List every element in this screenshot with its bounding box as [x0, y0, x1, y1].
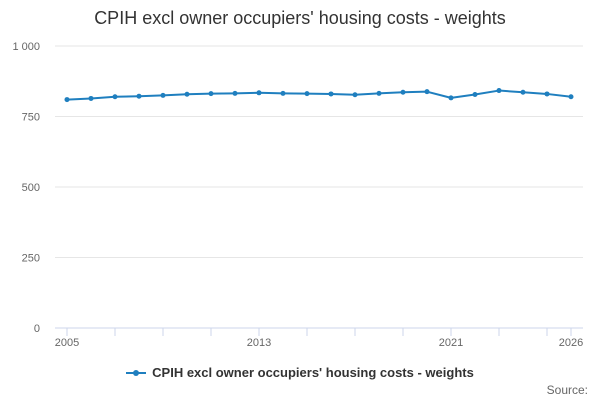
data-point: [208, 91, 214, 97]
data-point: [184, 91, 190, 97]
data-point: [520, 89, 526, 95]
y-tick-label: 0: [34, 323, 40, 335]
data-point: [376, 90, 382, 96]
y-axis: 0 250 500 750 1 000: [12, 41, 40, 335]
data-point: [424, 89, 430, 95]
data-point: [304, 91, 310, 97]
data-point: [256, 90, 262, 96]
data-point: [112, 94, 118, 100]
y-tick-label: 250: [22, 253, 40, 265]
data-point: [496, 88, 502, 94]
series-layer: [64, 88, 574, 103]
grid-lines: [55, 45, 583, 258]
data-point: [400, 89, 406, 95]
chart-title: CPIH excl owner occupiers' housing costs…: [94, 8, 506, 28]
series-line: [66, 89, 572, 101]
x-tick-label: 2026: [559, 337, 583, 349]
y-tick-label: 500: [22, 182, 40, 194]
data-point: [328, 91, 334, 97]
data-point: [544, 91, 550, 97]
data-point: [280, 90, 286, 96]
data-point: [64, 97, 70, 103]
data-point: [472, 92, 478, 98]
legend[interactable]: CPIH excl owner occupiers' housing costs…: [0, 365, 600, 380]
y-tick-label: 1 000: [12, 41, 40, 53]
legend-label: CPIH excl owner occupiers' housing costs…: [152, 365, 474, 380]
data-point: [352, 92, 358, 98]
x-tick-label: 2021: [439, 337, 463, 349]
data-point: [88, 95, 94, 101]
data-point: [448, 95, 454, 101]
y-tick-label: 750: [22, 112, 40, 124]
data-point: [232, 90, 238, 96]
x-tick-label: 2013: [247, 337, 271, 349]
legend-marker-icon: [126, 368, 147, 378]
data-point: [136, 93, 142, 99]
x-axis: 2005 2013 2021 2026: [55, 327, 583, 349]
data-point: [160, 92, 166, 98]
x-tick-label: 2005: [55, 337, 79, 349]
source-label: Source:: [546, 383, 588, 397]
data-point: [568, 94, 574, 100]
